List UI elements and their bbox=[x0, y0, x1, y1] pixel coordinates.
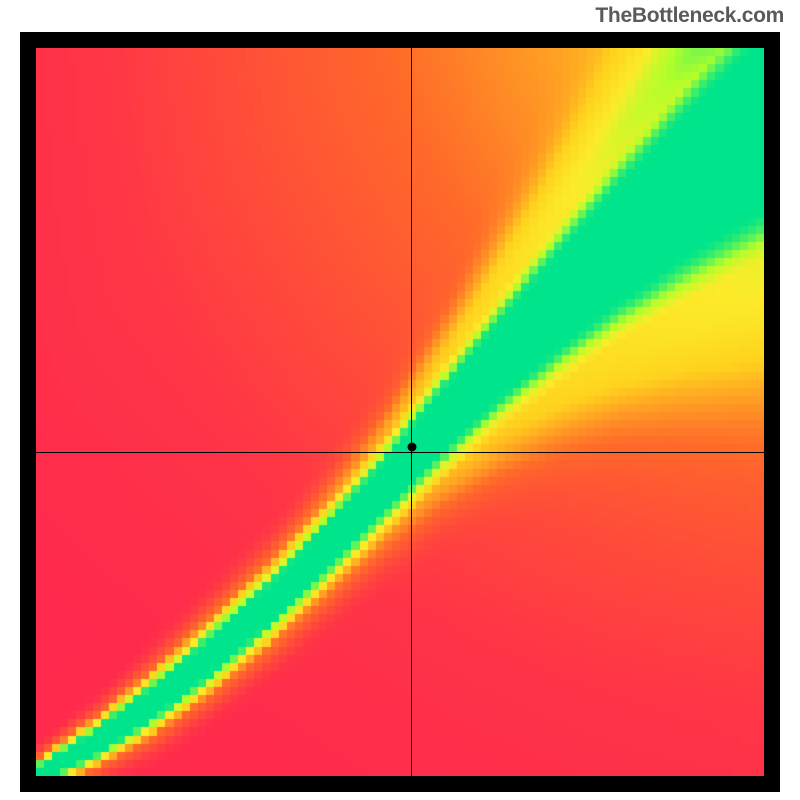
marker-dot[interactable] bbox=[407, 442, 416, 451]
watermark-text: TheBottleneck.com bbox=[595, 4, 784, 28]
heatmap-canvas bbox=[36, 48, 764, 776]
crosshair-horizontal bbox=[36, 452, 764, 453]
chart-container: TheBottleneck.com bbox=[0, 0, 800, 800]
plot-frame bbox=[20, 32, 780, 792]
crosshair-vertical bbox=[411, 48, 412, 776]
